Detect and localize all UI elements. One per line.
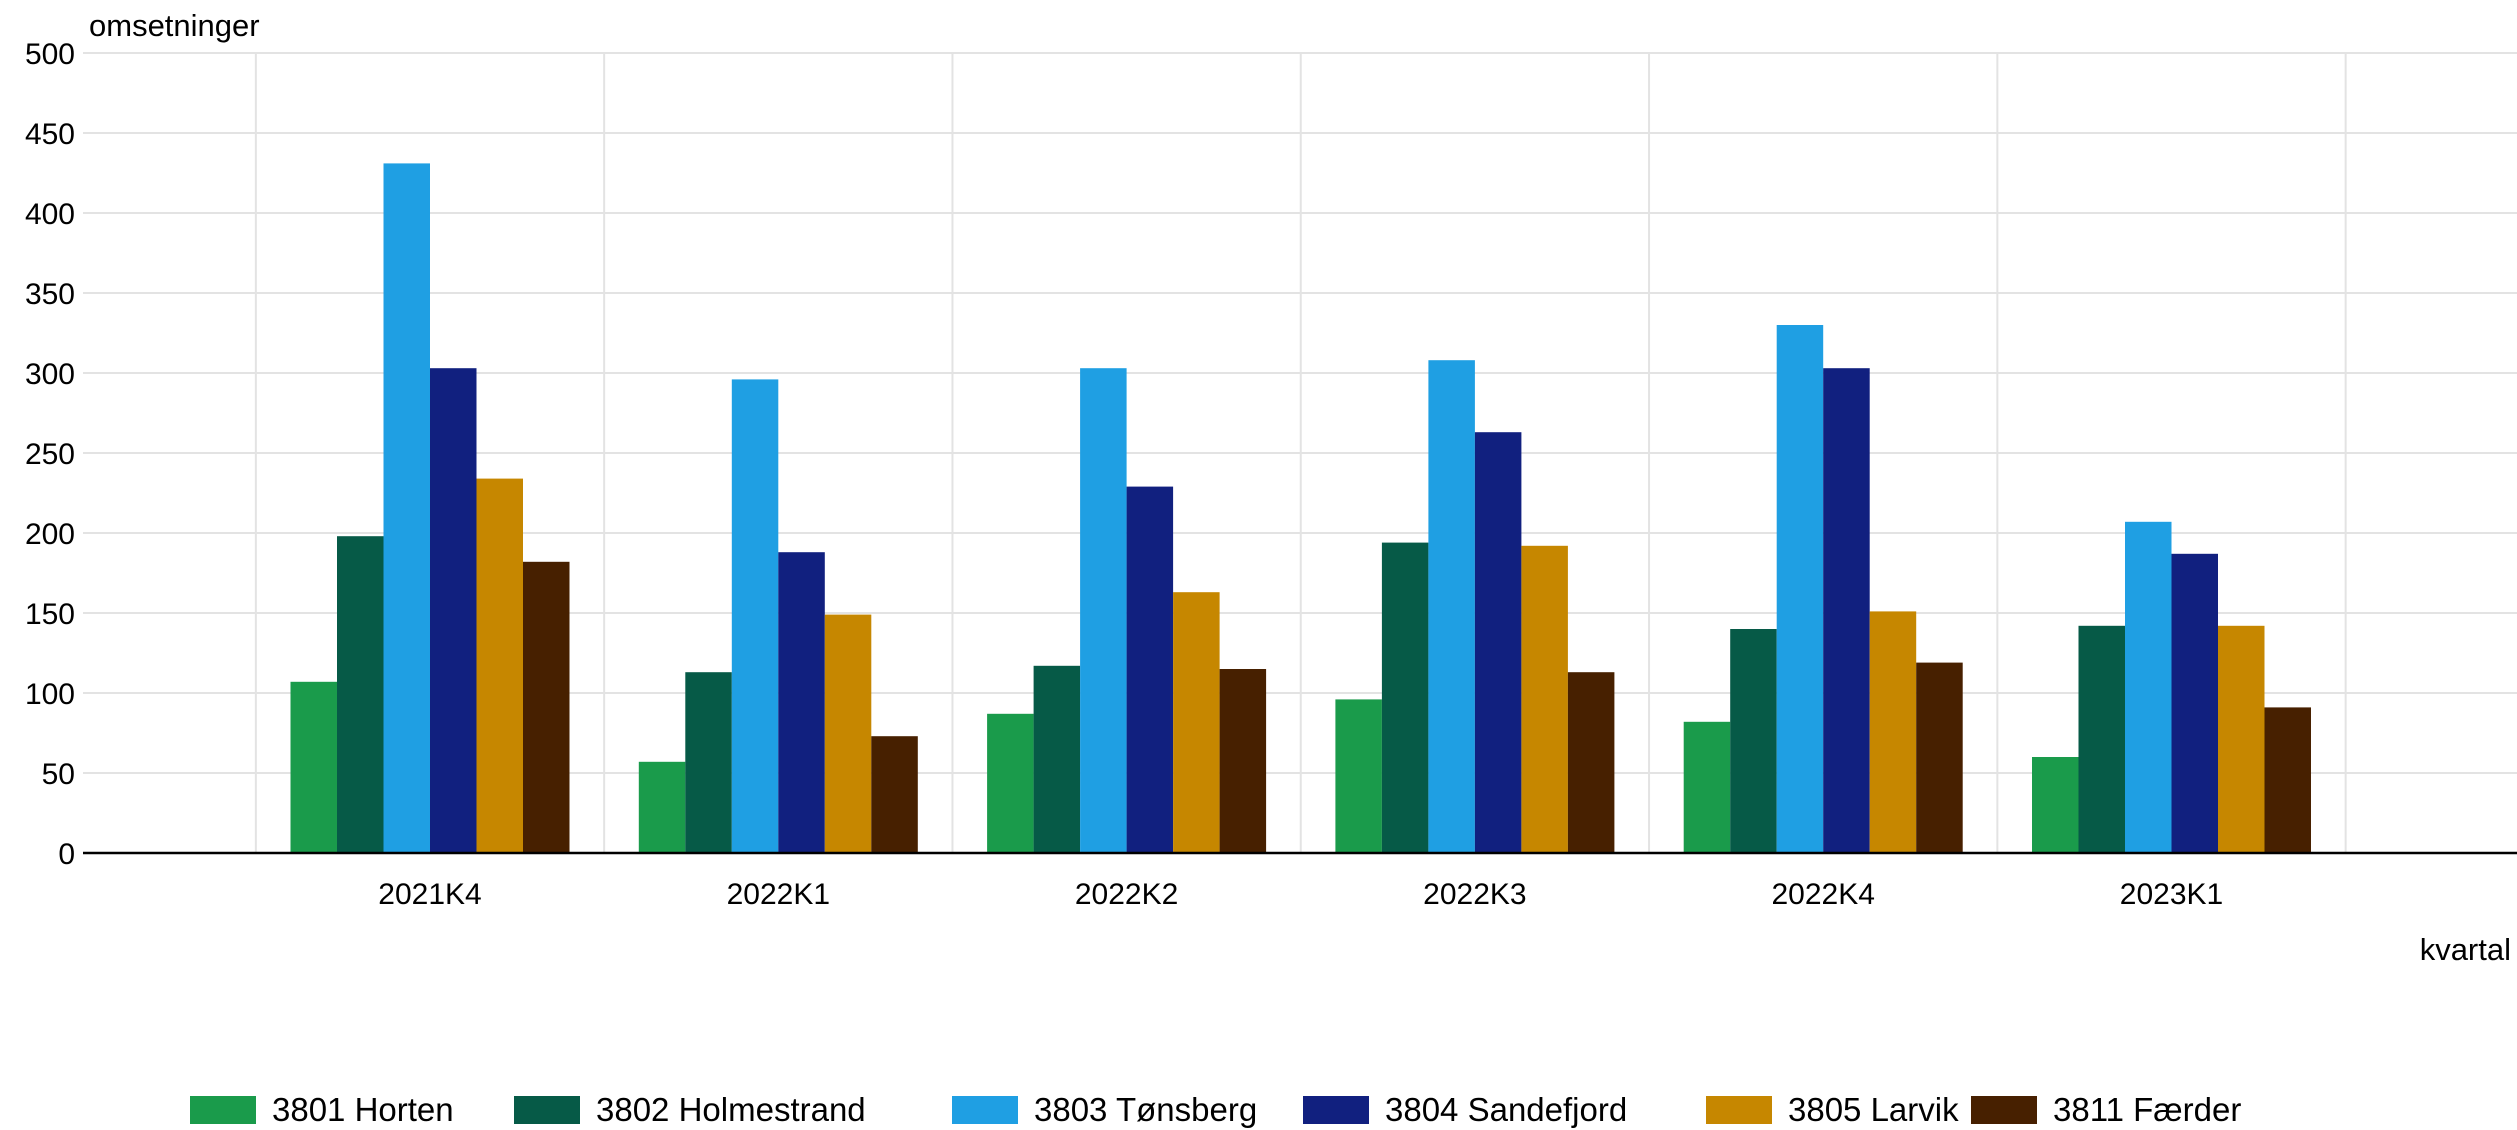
bar: [2078, 625, 2125, 853]
y-tick-label: 0: [58, 838, 75, 871]
x-tick-label: 2022K3: [1423, 878, 1526, 911]
legend-swatch: [1706, 1096, 1772, 1124]
bars: [290, 163, 2311, 853]
bar: [1823, 368, 1870, 853]
legend-label: 3805 Larvik: [1788, 1091, 1959, 1128]
bar: [638, 761, 686, 853]
legend-label: 3804 Sandefjord: [1385, 1091, 1627, 1128]
x-tick-label: 2022K1: [727, 878, 830, 911]
bar: [2125, 521, 2172, 853]
bar: [871, 736, 918, 853]
bar: [1916, 662, 1963, 853]
x-axis-title: kvartal: [2420, 932, 2511, 967]
bar: [2264, 707, 2311, 853]
bar: [1080, 368, 1127, 853]
bar: [2218, 625, 2265, 853]
bar: [1033, 665, 1081, 853]
bar: [1521, 545, 1568, 853]
bar: [731, 379, 779, 853]
x-tick-label: 2022K2: [1075, 878, 1178, 911]
bar: [337, 536, 384, 853]
bar: [430, 368, 477, 853]
y-tick-label: 150: [25, 598, 75, 631]
y-tick-label: 400: [25, 198, 75, 231]
bar: [1219, 669, 1267, 853]
bar: [824, 614, 872, 853]
bar: [1776, 325, 1824, 853]
legend-label: 3801 Horten: [272, 1091, 454, 1128]
legend-swatch: [190, 1096, 256, 1124]
bar: [1474, 432, 1522, 853]
legend-swatch: [1971, 1096, 2037, 1124]
bar: [2032, 757, 2079, 853]
legend: 3801 Horten 3802 Holmestrand 3803 Tønsberg…: [190, 1091, 2241, 1128]
bar: [1869, 611, 1917, 853]
bar: [1567, 672, 1615, 853]
y-ticks: 0 50 100 150 200 250 300 350 400 450 500: [25, 38, 75, 871]
legend-swatch: [1303, 1096, 1369, 1124]
bar: [476, 478, 523, 853]
bar: [2171, 553, 2218, 853]
x-ticks: 2021K4 2022K1 2022K2 2022K3 2022K4 2023K1: [378, 878, 2223, 911]
legend-swatch: [514, 1096, 580, 1124]
bar: [1381, 542, 1429, 853]
y-tick-label: 350: [25, 278, 75, 311]
bar: [987, 713, 1034, 853]
bar: [778, 552, 825, 853]
bar: [1335, 699, 1382, 853]
y-tick-label: 450: [25, 118, 75, 151]
bar: [1126, 486, 1174, 853]
x-tick-label: 2021K4: [378, 878, 481, 911]
bar: [1173, 592, 1220, 853]
bar: [290, 681, 337, 853]
legend-swatch: [952, 1096, 1018, 1124]
y-axis-title: omsetninger: [89, 8, 260, 43]
bar: [523, 561, 570, 853]
y-tick-label: 250: [25, 438, 75, 471]
legend-label: 3802 Holmestrand: [596, 1091, 866, 1128]
y-tick-label: 100: [25, 678, 75, 711]
legend-label: 3811 Færder: [2053, 1091, 2241, 1128]
x-tick-label: 2022K4: [1771, 878, 1874, 911]
y-tick-label: 300: [25, 358, 75, 391]
y-tick-label: 500: [25, 38, 75, 71]
y-tick-label: 200: [25, 518, 75, 551]
legend-label: 3803 Tønsberg: [1034, 1091, 1257, 1128]
bar: [1683, 721, 1731, 853]
bar: [383, 163, 430, 853]
bar: [1730, 629, 1777, 853]
x-tick-label: 2023K1: [2120, 878, 2223, 911]
y-tick-label: 50: [42, 758, 75, 791]
bar: [685, 672, 732, 853]
bar: [1428, 360, 1475, 853]
